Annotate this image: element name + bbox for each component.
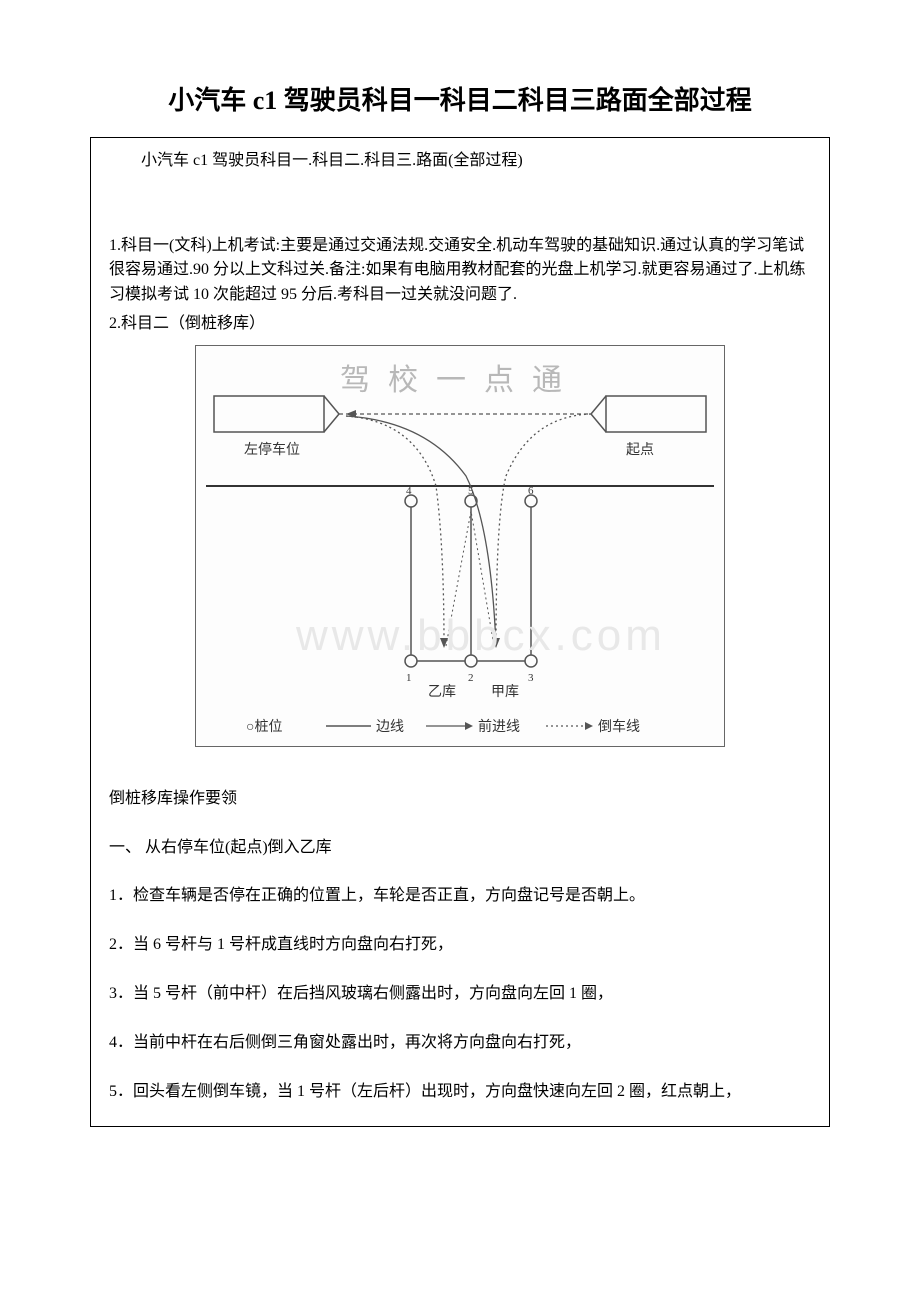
legend-fwd-arrow xyxy=(465,722,473,730)
right-parking-rect xyxy=(606,396,706,432)
post-3 xyxy=(525,655,537,667)
legend-rev-arrow xyxy=(585,722,593,730)
post-4-num: 4 xyxy=(406,485,412,497)
diagram-container: 驾校一点通 左停车位 起点 xyxy=(109,345,811,747)
step-2: 2．当 6 号杆与 1 号杆成直线时方向盘向右打死， xyxy=(109,933,811,958)
step-5: 5．回头看左侧倒车镜，当 1 号杆（左后杆）出现时，方向盘快速向左回 2 圈，红… xyxy=(109,1080,811,1105)
label-right-start: 起点 xyxy=(626,442,654,458)
content-container: 小汽车 c1 驾驶员科目一.科目二.科目三.路面(全部过程) 1.科目一(文科)… xyxy=(90,137,830,1127)
inner-v-path xyxy=(446,511,494,646)
legend-rev: 倒车线 xyxy=(598,718,640,735)
label-left-parking: 左停车位 xyxy=(244,441,300,458)
post-6-num: 6 xyxy=(528,485,534,497)
paragraph-subject-2: 2.科目二（倒桩移库） xyxy=(109,312,811,337)
post-3-num: 3 xyxy=(528,672,534,684)
reverse-path-yi xyxy=(346,416,444,646)
step-1: 1．检查车辆是否停在正确的位置上，车轮是否正直，方向盘记号是否朝上。 xyxy=(109,884,811,909)
label-jia-garage: 甲库 xyxy=(491,684,519,700)
page-title: 小汽车 c1 驾驶员科目一科目二科目三路面全部过程 xyxy=(90,80,830,117)
post-1 xyxy=(405,655,417,667)
legend-circle: ○桩位 xyxy=(246,718,282,735)
label-yi-garage: 乙库 xyxy=(428,684,456,700)
right-parking-point-top xyxy=(591,396,606,414)
post-1-num: 1 xyxy=(406,672,412,684)
left-parking-rect xyxy=(214,396,324,432)
parking-diagram: 驾校一点通 左停车位 起点 xyxy=(196,346,724,746)
step-3: 3．当 5 号杆（前中杆）在后挡风玻璃右侧露出时，方向盘向左回 1 圈， xyxy=(109,982,811,1007)
legend-fwd: 前进线 xyxy=(478,718,520,735)
post-2 xyxy=(465,655,477,667)
step-heading-1: 一、 从右停车位(起点)倒入乙库 xyxy=(109,836,811,861)
section-heading: 倒桩移库操作要领 xyxy=(109,787,811,812)
step-4: 4．当前中杆在右后侧倒三角窗处露出时，再次将方向盘向右打死， xyxy=(109,1031,811,1056)
left-parking-point-bottom xyxy=(324,414,339,432)
reverse-path-jia xyxy=(496,414,591,646)
paragraph-subject-1: 1.科目一(文科)上机考试:主要是通过交通法规.交通安全.机动车驾驶的基础知识.… xyxy=(109,234,811,308)
subtitle-text: 小汽车 c1 驾驶员科目一.科目二.科目三.路面(全部过程) xyxy=(109,148,811,174)
legend-edge: 边线 xyxy=(376,719,404,735)
forward-path-out xyxy=(346,416,496,646)
watermark-top-text: 驾校一点通 xyxy=(340,364,580,397)
left-parking-point-top xyxy=(324,396,339,414)
diagram-box: 驾校一点通 左停车位 起点 xyxy=(195,345,725,747)
right-parking-point-bottom xyxy=(591,414,606,432)
post-2-num: 2 xyxy=(468,672,474,684)
